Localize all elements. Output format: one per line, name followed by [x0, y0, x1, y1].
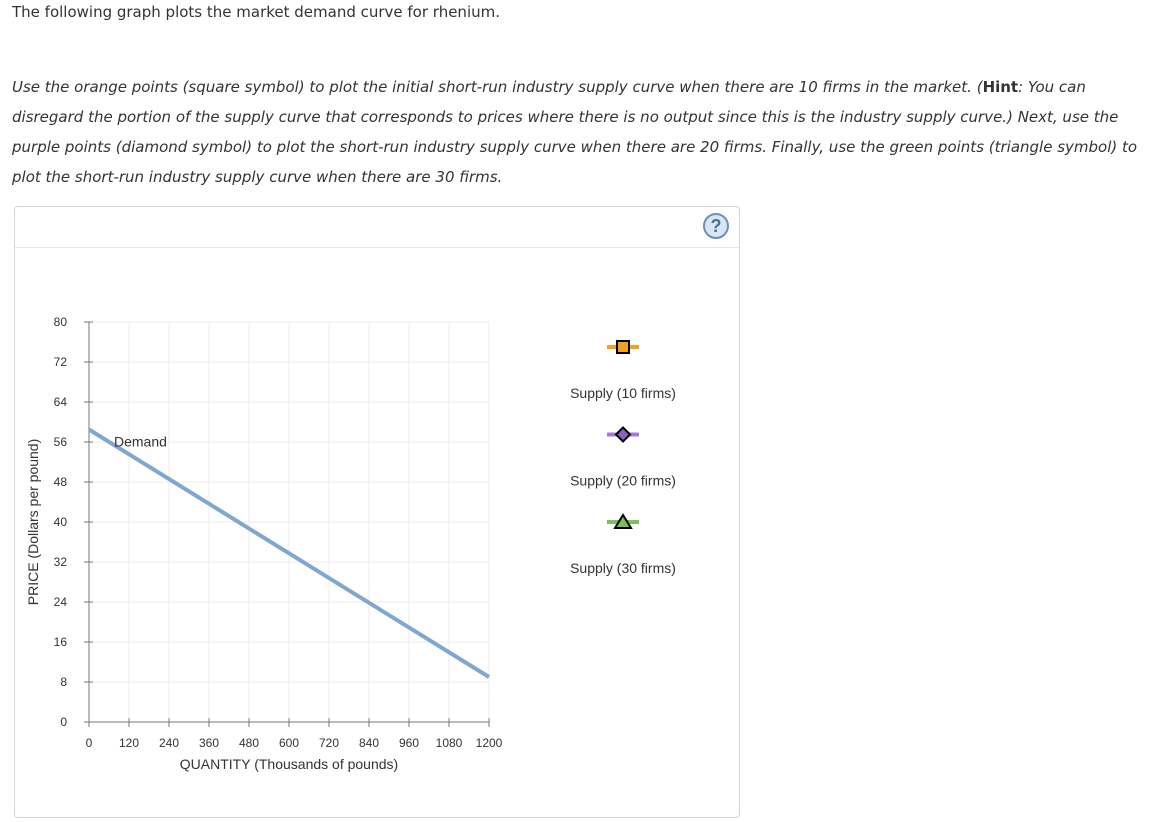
demand-curve[interactable]	[87, 427, 491, 679]
x-tick-label: 120	[119, 736, 139, 750]
y-tick-label: 24	[54, 595, 68, 609]
legend-label: Supply (10 firms)	[570, 385, 676, 401]
graph-panel: ?	[14, 206, 740, 818]
y-tick-label: 8	[60, 675, 67, 689]
legend-label: Supply (20 firms)	[570, 473, 676, 489]
square-marker-icon[interactable]	[616, 340, 630, 354]
chart-legend: Supply (10 firms) Supply (20 firms) Supply…	[570, 340, 676, 576]
x-axis-label: QUANTITY (Thousands of pounds)	[180, 756, 398, 772]
y-tick-label: 64	[54, 395, 68, 409]
diamond-marker-icon[interactable]	[614, 426, 632, 443]
x-tick-label: 840	[359, 736, 379, 750]
y-tick-label: 48	[54, 475, 68, 489]
y-axis-label: PRICE (Dollars per pound)	[25, 439, 41, 606]
help-icon[interactable]: ?	[703, 213, 729, 239]
x-tick-label: 480	[239, 736, 259, 750]
y-tick-label: 0	[60, 715, 67, 729]
x-tick-label: 240	[159, 736, 179, 750]
y-tick-label: 40	[54, 515, 68, 529]
chart-axes: 0 8 16 24 32 40 48 56 64 72 80 0 120 240 360 480 600 720 8…	[54, 315, 503, 750]
demand-curve-label: Demand	[114, 434, 167, 450]
instructions-part-1: Use the orange points (square symbol) to…	[12, 78, 983, 96]
x-tick-label: 720	[319, 736, 339, 750]
instructions-part-2: : You can disregard the portion of the s…	[12, 78, 1138, 186]
x-tick-label: 1200	[476, 736, 503, 750]
x-tick-label: 360	[199, 736, 219, 750]
graph-panel-header: ?	[15, 207, 739, 248]
legend-item-square[interactable]: Supply (10 firms)	[570, 340, 676, 401]
y-tick-label: 32	[54, 555, 68, 569]
x-tick-label: 1080	[436, 736, 463, 750]
y-tick-label: 56	[54, 435, 68, 449]
x-tick-label: 0	[86, 736, 93, 750]
legend-label: Supply (30 firms)	[570, 560, 676, 576]
hint-label: Hint	[982, 78, 1019, 96]
y-tick-label: 16	[54, 635, 68, 649]
instructions: Use the orange points (square symbol) to…	[12, 72, 1160, 192]
y-tick-label: 80	[54, 315, 68, 329]
intro-text: The following graph plots the market dem…	[12, 3, 500, 21]
x-tick-label: 960	[399, 736, 419, 750]
legend-item-triangle[interactable]: Supply (30 firms)	[570, 513, 676, 576]
x-tick-label: 600	[279, 736, 299, 750]
triangle-marker-icon[interactable]	[613, 513, 633, 529]
chart-series: Demand	[87, 427, 491, 679]
y-tick-label: 72	[54, 355, 68, 369]
legend-item-diamond[interactable]: Supply (20 firms)	[570, 426, 676, 489]
chart-grid	[89, 321, 490, 722]
